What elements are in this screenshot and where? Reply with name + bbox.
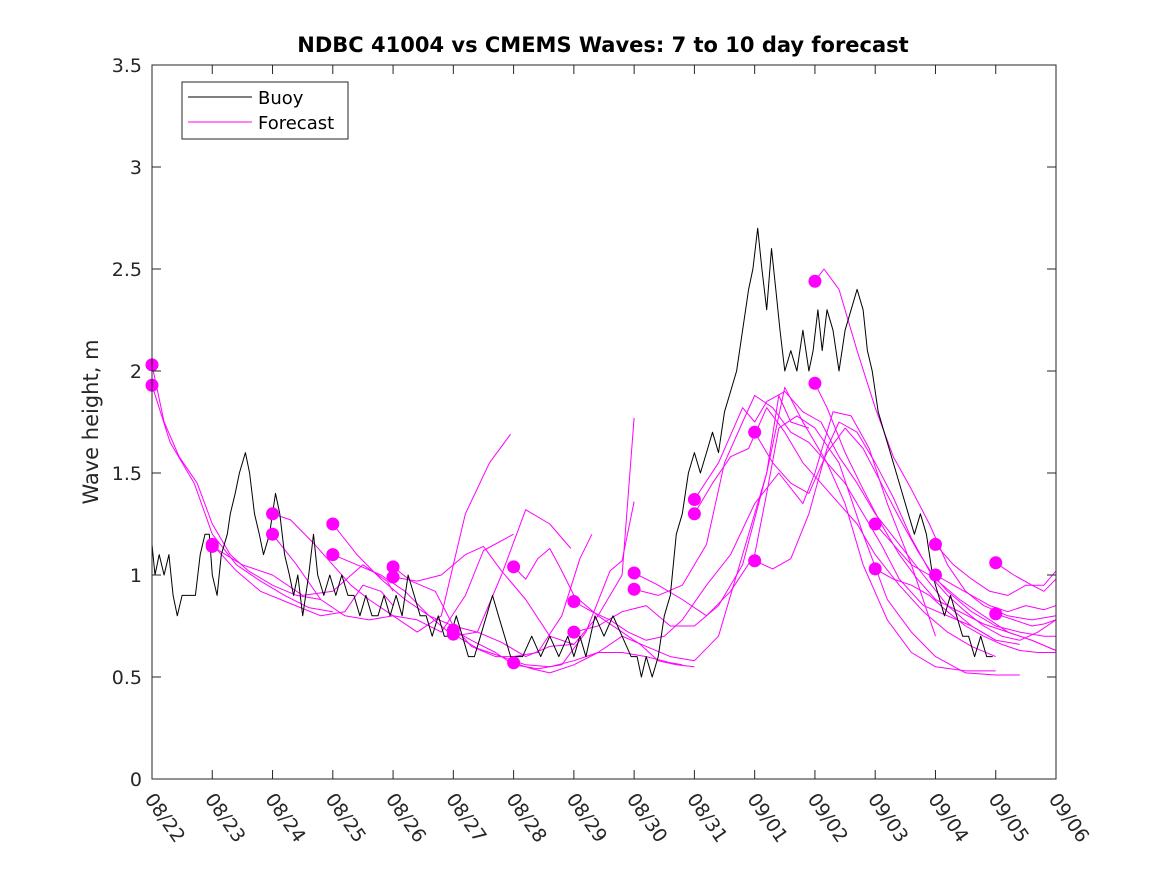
- legend: Buoy Forecast: [181, 81, 349, 140]
- forecast-series-line: [693, 407, 996, 658]
- forecast-marker: [868, 517, 882, 531]
- y-tick-label: 1: [130, 565, 142, 587]
- legend-box: [181, 81, 349, 140]
- forecast-marker: [446, 627, 460, 641]
- axes-box: [151, 64, 1057, 780]
- forecast-marker: [326, 548, 340, 562]
- forecast-marker: [386, 560, 400, 574]
- y-tick-label: 3: [130, 157, 142, 179]
- legend-forecast-label: Forecast: [258, 113, 334, 134]
- y-tick-label: 0.5: [112, 667, 142, 689]
- y-tick-label: 3.5: [112, 55, 142, 77]
- forecast-series-line: [513, 548, 695, 668]
- forecast-series-line: [212, 545, 394, 596]
- forecast-marker: [386, 570, 400, 584]
- forecast-series-line: [211, 544, 394, 617]
- forecast-marker: [989, 556, 1003, 570]
- forecast-series-line: [152, 385, 333, 613]
- forecast-series-line: [995, 613, 1056, 627]
- forecast-marker: [567, 625, 581, 639]
- forecast-series-line: [814, 268, 1056, 621]
- buoy-line: [152, 227, 993, 678]
- forecast-marker: [627, 582, 641, 596]
- y-tick-label: 0: [130, 769, 142, 791]
- forecast-marker: [266, 507, 280, 521]
- forecast-marker: [205, 539, 219, 553]
- forecast-marker: [928, 568, 942, 582]
- y-tick-label: 2.5: [112, 259, 142, 281]
- y-tick-label: 1.5: [112, 463, 142, 485]
- forecast-series-line: [874, 568, 1056, 653]
- forecast-marker: [928, 537, 942, 551]
- forecast-marker: [507, 560, 521, 574]
- forecast-marker: [326, 517, 340, 531]
- forecast-series-line: [453, 633, 683, 668]
- forecast-marker: [507, 656, 521, 670]
- legend-buoy-label: Buoy: [258, 88, 304, 109]
- forecast-series-line: [874, 523, 1056, 641]
- forecast-series-line: [995, 562, 1056, 592]
- forecast-marker: [687, 507, 701, 521]
- forecast-series-line: [814, 382, 1056, 651]
- forecast-series-line: [754, 421, 1056, 637]
- forecast-marker: [808, 274, 822, 288]
- buoy-series-line: [152, 227, 993, 678]
- forecast-marker: [266, 527, 280, 541]
- forecast-series-line: [272, 533, 514, 633]
- chart-title: NDBC 41004 vs CMEMS Waves: 7 to 10 day f…: [297, 33, 908, 57]
- forecast-marker: [627, 566, 641, 580]
- forecast-series-line: [272, 433, 512, 633]
- forecast-marker: [868, 562, 882, 576]
- forecast-series-line: [633, 415, 1020, 676]
- y-axis: 0 0.5 1 1.5 2 2.5 3 3.5: [112, 55, 1056, 791]
- forecast-series-line: [513, 395, 810, 674]
- forecast-marker: [748, 554, 762, 568]
- forecast-series-line: [392, 533, 593, 658]
- plot-area: [152, 65, 1056, 779]
- forecast-series-line: [152, 364, 321, 600]
- forecast-marker: [567, 595, 581, 609]
- forecast-series-line: [573, 411, 936, 641]
- forecast-marker: [748, 425, 762, 439]
- forecast-series-line: [633, 395, 996, 641]
- forecast-series-line: [754, 427, 1056, 651]
- y-axis-label: Wave height, m: [79, 339, 103, 504]
- forecast-series-line: [935, 544, 1056, 596]
- forecast-markers: [145, 274, 1003, 670]
- y-tick-label: 2: [130, 361, 142, 383]
- forecast-marker: [687, 493, 701, 507]
- forecast-marker: [989, 607, 1003, 621]
- forecast-series-line: [393, 417, 635, 645]
- forecast-series-line: [573, 386, 996, 672]
- forecast-marker: [808, 376, 822, 390]
